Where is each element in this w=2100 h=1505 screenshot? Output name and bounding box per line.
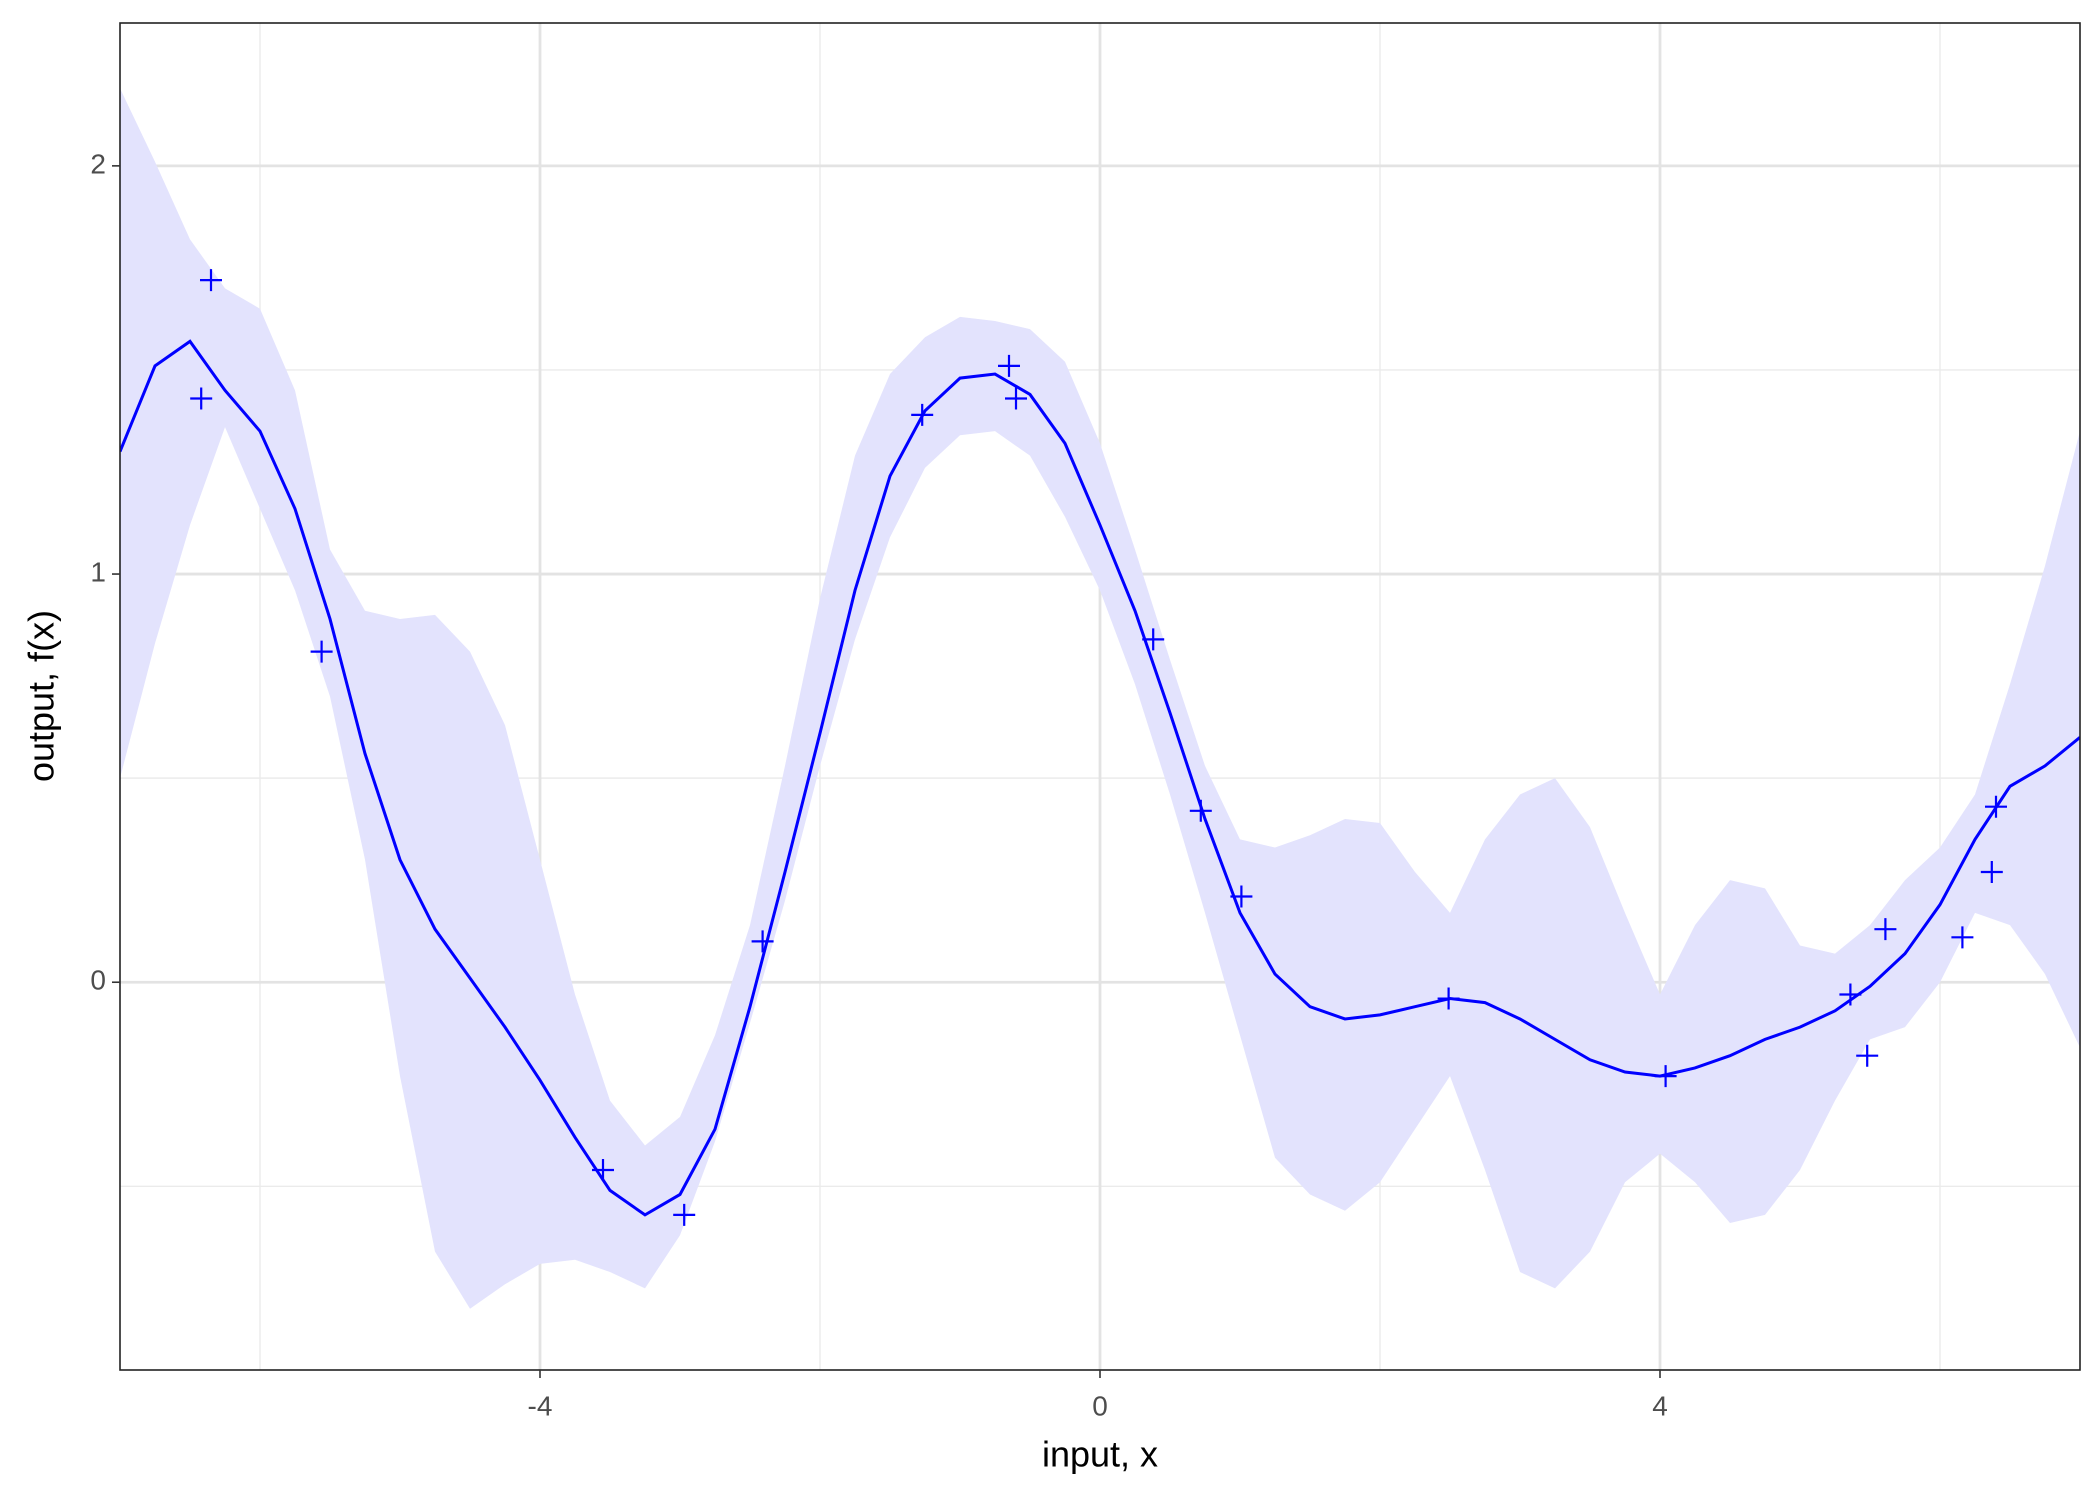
data-point [1005, 387, 1027, 410]
data-point [1980, 861, 2003, 884]
y-tick-label: 2 [90, 148, 106, 179]
data-point [1985, 795, 2007, 818]
data-point [310, 640, 333, 663]
data-point [1654, 1065, 1677, 1088]
confidence-band [120, 88, 2080, 1309]
data-point [673, 1203, 696, 1226]
axes: -4 0 4 0 1 2 [90, 148, 1667, 1421]
data-point [1856, 1044, 1879, 1067]
band-layer [120, 88, 2080, 1309]
y-tick-label: 1 [90, 556, 106, 587]
x-tick-label: -4 [528, 1390, 553, 1421]
x-axis-title: input, x [1042, 1434, 1158, 1475]
data-point [1230, 885, 1253, 908]
data-point [1874, 918, 1897, 941]
data-point [1189, 799, 1212, 822]
x-tick-label: 4 [1652, 1390, 1668, 1421]
data-point [592, 1158, 614, 1181]
data-point [911, 403, 934, 426]
data-point [1142, 628, 1165, 651]
data-point [1437, 987, 1460, 1010]
mean-line [120, 339, 2080, 1217]
points-layer [190, 269, 2007, 1226]
y-tick-label: 0 [90, 965, 106, 996]
y-axis-title: output, f(x) [21, 610, 62, 782]
data-point [1839, 983, 1862, 1006]
data-point [751, 930, 774, 953]
x-tick-label: 0 [1092, 1390, 1108, 1421]
data-point [190, 387, 213, 410]
line-layer [120, 339, 2080, 1217]
data-point [998, 354, 1020, 377]
data-point [1951, 926, 1974, 949]
data-point [200, 269, 222, 292]
